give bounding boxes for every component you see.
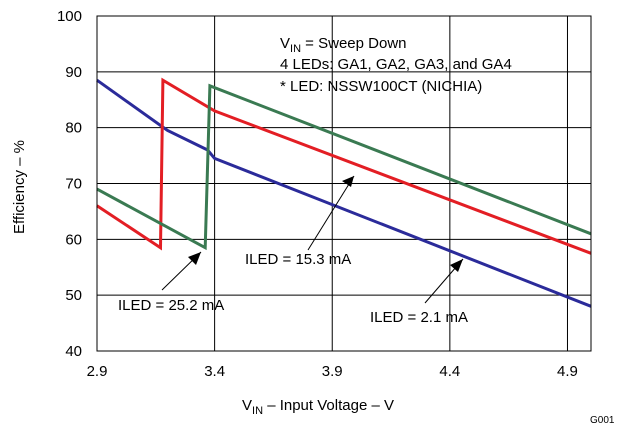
y-tick-label: 50: [65, 287, 82, 304]
plot-frame: [96, 15, 592, 352]
y-axis-title: Efficiency – %: [11, 140, 28, 234]
annotation-25-2: ILED = 25.2 mA: [118, 297, 224, 314]
x-axis-title-prefix: V: [242, 397, 252, 414]
figure-id: G001: [590, 415, 615, 423]
series-lines: [96, 77, 592, 308]
chart-notes: VIN = Sweep Down 4 LEDs: GA1, GA2, GA3, …: [280, 35, 512, 95]
x-tick-label: 4.9: [557, 363, 578, 380]
note-vin-sub: IN: [290, 43, 301, 55]
series-line-1: [96, 77, 592, 255]
tick-labels: 2.9 3.4 3.9 4.4 4.9 40 50 60 70 80 90 100: [57, 8, 578, 380]
series-line-2: [96, 83, 592, 251]
x-axis-title: VIN – Input Voltage – V: [242, 397, 394, 417]
note-vin-prefix: V: [280, 35, 290, 52]
y-tick-label: 80: [65, 120, 82, 137]
x-tick-label: 3.4: [204, 363, 225, 380]
annotation-2-1: ILED = 2.1 mA: [370, 309, 468, 326]
x-axis-title-sub: IN: [252, 405, 263, 417]
y-tick-label: 100: [57, 8, 82, 25]
series-line-0: [96, 78, 592, 308]
y-tick-label: 60: [65, 231, 82, 248]
annotation-arrowhead-15-3: [342, 176, 354, 187]
x-tick-label: 4.4: [439, 363, 460, 380]
note-vin: VIN = Sweep Down: [280, 35, 407, 55]
series-annotations: ILED = 15.3 mA ILED = 25.2 mA ILED = 2.1…: [118, 175, 468, 326]
x-tick-label: 3.9: [322, 363, 343, 380]
x-tick-label: 2.9: [87, 363, 108, 380]
annotation-arrowhead-25-2: [188, 252, 201, 265]
y-tick-label: 90: [65, 64, 82, 81]
y-tick-label: 40: [65, 343, 82, 360]
annotation-15-3: ILED = 15.3 mA: [245, 251, 351, 268]
x-axis-title-suffix: – Input Voltage – V: [263, 397, 394, 414]
note-vin-suffix: = Sweep Down: [301, 35, 406, 52]
note-leds: 4 LEDs: GA1, GA2, GA3, and GA4: [280, 56, 512, 73]
annotation-arrowhead-2-1: [450, 259, 463, 272]
annotation-arrow-15-3: [307, 175, 355, 251]
note-led-part: * LED: NSSW100CT (NICHIA): [280, 78, 482, 95]
y-tick-label: 70: [65, 176, 82, 193]
